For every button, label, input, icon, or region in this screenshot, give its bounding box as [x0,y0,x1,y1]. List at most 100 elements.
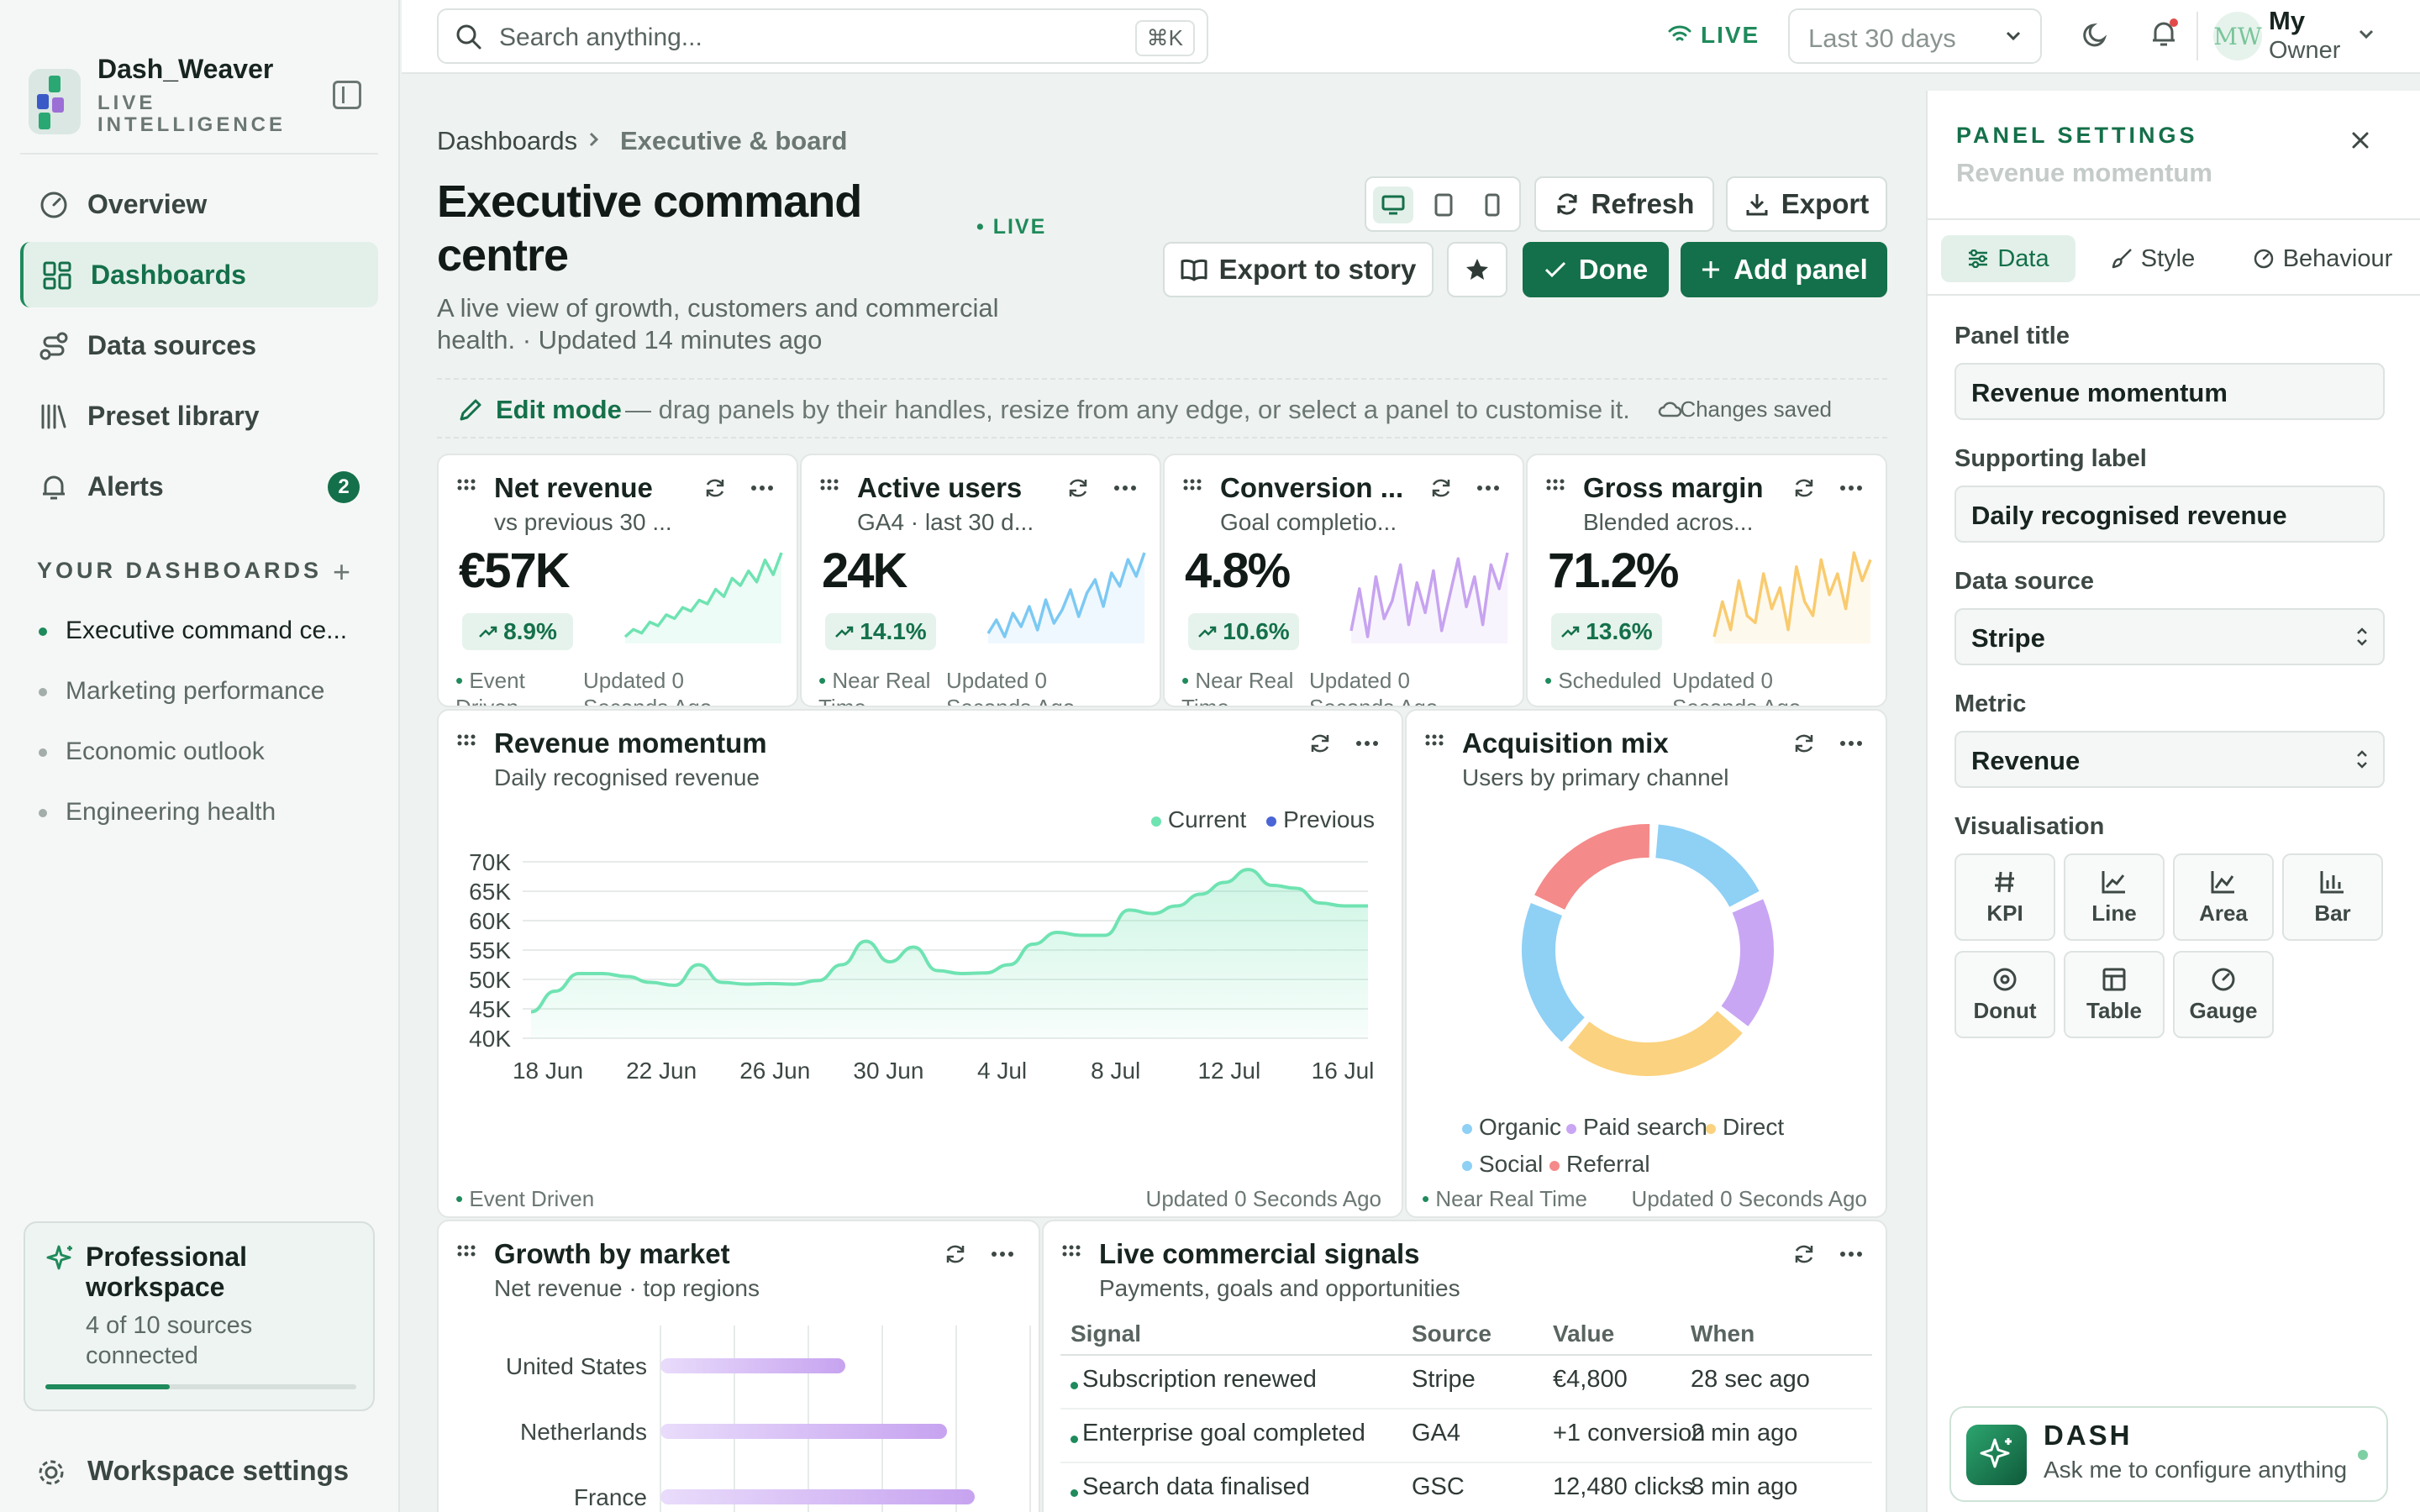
supporting-label-input[interactable]: Daily recognised revenue [1954,486,2385,543]
drag-handle-icon[interactable] [1062,1245,1081,1257]
drag-handle-icon[interactable] [457,479,476,491]
add-panel-button[interactable]: Add panel [1681,242,1887,297]
donut-slice-social[interactable] [1522,902,1585,1042]
refresh-icon[interactable] [1065,475,1091,501]
assistant-launcher[interactable]: DASH Ask me to configure anything [1949,1406,2388,1502]
workspace-plan-card[interactable]: Professional workspace 4 of 10 sources c… [24,1221,375,1411]
sidebar-item-preset-library[interactable]: Preset library [20,383,378,449]
avatar[interactable]: MW [2213,12,2262,60]
drag-handle-icon[interactable] [457,734,476,746]
kpi-sparkline [1349,552,1509,643]
export-to-story-button[interactable]: Export to story [1163,242,1434,297]
vis-label: Area [2199,900,2248,926]
vis-option-bar[interactable]: Bar [2282,853,2383,941]
drag-handle-icon[interactable] [1183,479,1202,491]
vis-option-gauge[interactable]: Gauge [2173,951,2274,1038]
kpi-card-2[interactable]: Active users GA4 · last 30 d... 24K 14.1% • … [800,454,1161,707]
more-options-icon[interactable] [1113,475,1138,501]
close-icon[interactable] [2346,126,2375,155]
collapse-sidebar-icon[interactable] [333,81,361,109]
growth-by-market-panel[interactable]: Growth by market Net revenue · top regio… [437,1220,1040,1512]
tab-behaviour[interactable]: Behaviour [2230,235,2415,282]
vis-option-donut[interactable]: Donut [1954,951,2055,1038]
donut-slice-paid-search[interactable] [1721,899,1774,1026]
vis-option-kpi[interactable]: KPI [1954,853,2055,941]
chevron-down-icon[interactable] [2358,29,2375,40]
acquisition-mix-panel[interactable]: Acquisition mix Users by primary channel… [1405,709,1887,1218]
metric-select[interactable]: Revenue [1954,731,2385,788]
workspace-settings-link[interactable]: Workspace settings [87,1455,350,1486]
user-name[interactable]: My [2269,6,2306,35]
refresh-icon[interactable] [1791,475,1817,501]
sidebar-item-dashboards[interactable]: Dashboards [20,242,378,307]
mobile-view-button[interactable] [1472,186,1512,223]
desktop-view-button[interactable] [1373,186,1413,223]
sidebar-item-data-sources[interactable]: Data sources [20,312,378,378]
table-row[interactable]: Subscription renewed Stripe €4,800 28 sec a… [1060,1359,1872,1410]
drag-handle-icon[interactable] [457,1245,476,1257]
more-options-icon[interactable] [1839,731,1864,756]
dashboard-link-marketing[interactable]: Marketing performance [66,677,325,705]
donut-slice-referral[interactable] [1534,824,1650,910]
status-dot: • [818,668,833,693]
date-range-select[interactable]: Last 30 days [1788,8,2042,64]
notifications-bell-icon[interactable] [2148,17,2181,50]
export-button[interactable]: Export [1726,176,1887,232]
refresh-icon[interactable] [943,1242,968,1267]
bar-united-states[interactable] [660,1358,845,1373]
more-options-icon[interactable] [990,1242,1015,1267]
donut-slice-direct[interactable] [1568,1011,1743,1076]
legend-label: Direct [1723,1114,1785,1140]
page-title: Executive command centre [437,176,862,281]
vis-option-table[interactable]: Table [2064,951,2165,1038]
search-input[interactable]: Search anything... ⌘K [437,8,1208,64]
add-dashboard-icon[interactable]: + [333,554,351,589]
tab-style[interactable]: Style [2086,235,2220,282]
drag-handle-icon[interactable] [1425,734,1444,746]
refresh-icon[interactable] [1791,1242,1817,1267]
sidebar-item-alerts[interactable]: Alerts 2 [20,454,378,519]
refresh-icon[interactable] [702,475,728,501]
refresh-button[interactable]: Refresh [1534,176,1714,232]
dashboard-link-economic[interactable]: Economic outlook [66,738,265,765]
kpi-card-1[interactable]: Net revenue vs previous 30 ... €57K 8.9% • E… [437,454,798,707]
drag-handle-icon[interactable] [1546,479,1565,491]
more-options-icon[interactable] [1476,475,1501,501]
refresh-icon[interactable] [1307,731,1333,756]
sidebar-item-overview[interactable]: Overview [20,171,378,237]
bar-netherlands[interactable] [660,1424,947,1439]
tab-data[interactable]: Data [1941,235,2075,282]
tablet-view-button[interactable] [1423,186,1464,223]
live-signals-panel[interactable]: Live commercial signals Payments, goals … [1042,1220,1887,1512]
moon-icon[interactable] [2081,20,2111,50]
refresh-icon[interactable] [1791,731,1817,756]
favorite-button[interactable] [1447,242,1507,297]
more-options-icon[interactable] [1355,731,1380,756]
workspace-progress [45,1384,356,1389]
kpi-card-4[interactable]: Gross margin Blended acros... 71.2% 13.6% • … [1526,454,1887,707]
drag-handle-icon[interactable] [820,479,839,491]
live-badge-text: LIVE [992,215,1047,239]
more-options-icon[interactable] [750,475,775,501]
vis-option-line[interactable]: Line [2064,853,2165,941]
revenue-momentum-panel[interactable]: Revenue momentum Daily recognised revenu… [437,709,1403,1218]
breadcrumb-dashboards[interactable]: Dashboards [437,126,578,155]
data-source-select[interactable]: Stripe [1954,608,2385,665]
more-options-icon[interactable] [1839,475,1864,501]
done-button[interactable]: Done [1523,242,1669,297]
panel-title-input[interactable]: Revenue momentum [1954,363,2385,420]
donut-slice-organic[interactable] [1655,824,1760,907]
refresh-icon[interactable] [1428,475,1454,501]
monitor-icon [1381,195,1405,215]
y-tick-label: 45K [469,996,511,1022]
table-row[interactable]: Search data finalised GSC 12,480 clicks 8 m… [1060,1467,1872,1512]
bar-france[interactable] [660,1489,975,1504]
kpi-card-3[interactable]: Conversion ... Goal completio... 4.8% 10.6%… [1163,454,1524,707]
dashboard-link-engineering[interactable]: Engineering health [66,798,276,826]
grid-icon [43,261,71,290]
table-row[interactable]: Enterprise goal completed GA4 +1 conversio… [1060,1413,1872,1463]
dashboard-link-executive[interactable]: Executive command ce... [66,617,348,644]
vis-option-area[interactable]: Area [2173,853,2274,941]
tab-label: Data [1997,244,2049,272]
more-options-icon[interactable] [1839,1242,1864,1267]
